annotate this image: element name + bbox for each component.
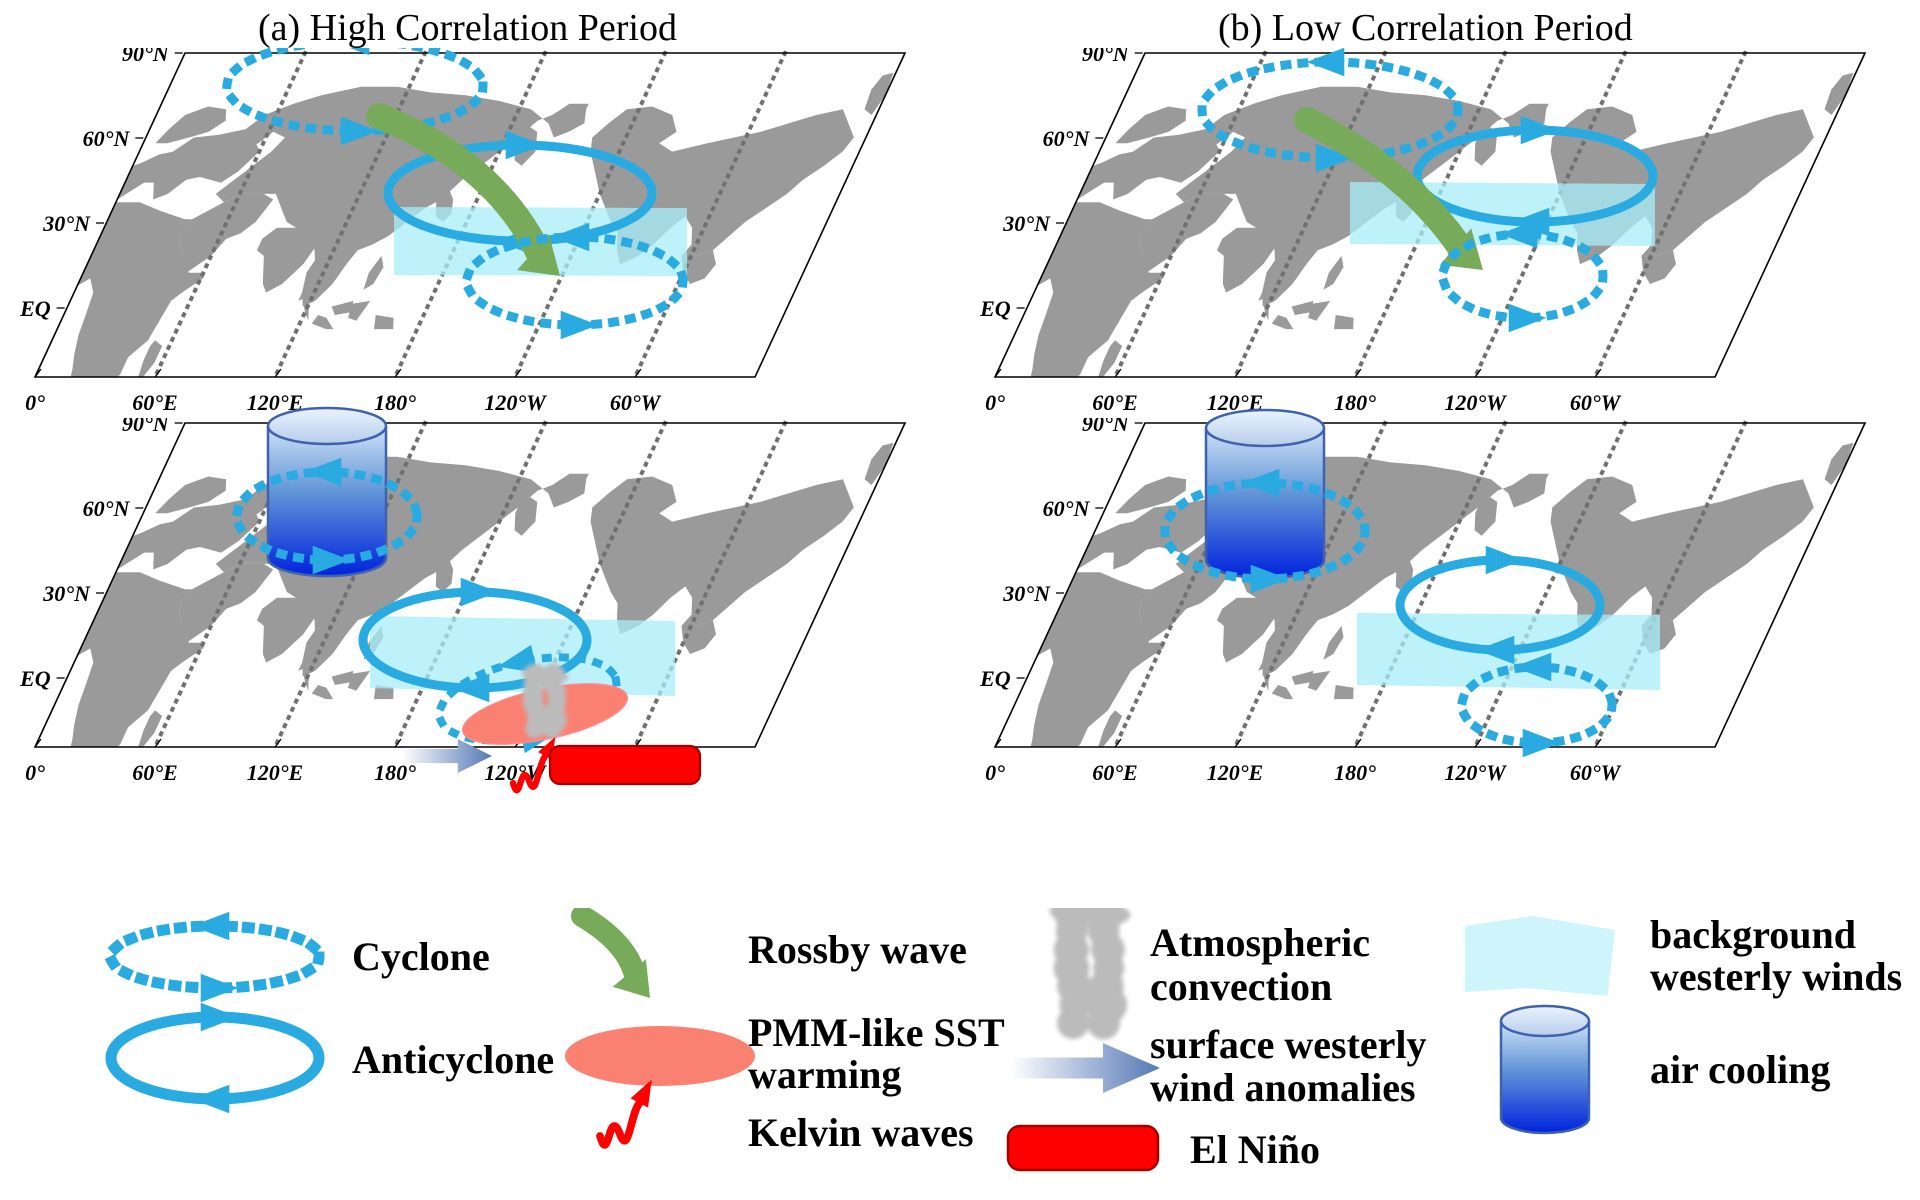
svg-text:surface westerly: surface westerly [1150,1022,1427,1067]
svg-text:westerly winds: westerly winds [1650,954,1902,999]
svg-text:Kelvin waves: Kelvin waves [748,1110,974,1155]
svg-text:Rossby wave: Rossby wave [748,927,967,972]
svg-text:Cyclone: Cyclone [352,934,490,979]
svg-text:wind anomalies: wind anomalies [1150,1065,1416,1110]
svg-text:background: background [1650,912,1856,957]
svg-text:PMM-like SST: PMM-like SST [748,1010,1005,1055]
svg-text:Anticyclone: Anticyclone [352,1037,554,1082]
svg-text:air cooling: air cooling [1650,1047,1830,1092]
svg-text:Atmospheric: Atmospheric [1150,920,1370,965]
svg-text:convection: convection [1150,964,1332,1009]
svg-text:El Niño: El Niño [1190,1127,1320,1172]
svg-text:warming: warming [748,1052,901,1097]
